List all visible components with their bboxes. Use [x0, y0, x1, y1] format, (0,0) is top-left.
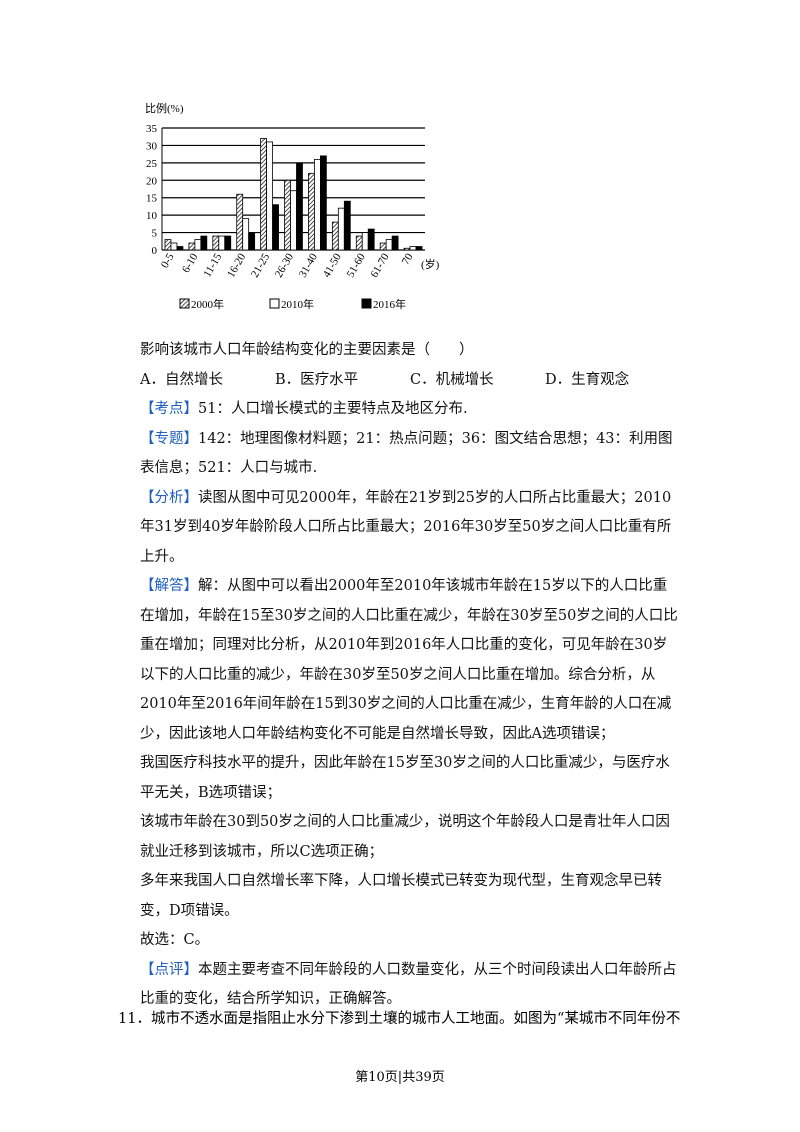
x-tick-label: 0-5: [159, 251, 177, 270]
legend-label: 2000年: [191, 297, 224, 311]
document-body: 影响该城市人口年龄结构变化的主要因素是（ ） A．自然增长 B．医疗水平 C．机械增…: [140, 336, 680, 1015]
section-tag: 【考点】: [140, 401, 198, 417]
bar: [343, 200, 351, 251]
section-tag: 【专题】: [140, 430, 198, 447]
section-text: 142：地理图像材料题；21：热点问题；36：图文结合思想；43：利用图表信息；…: [140, 430, 673, 477]
bar: [337, 207, 345, 251]
bar: [367, 228, 375, 251]
bar: [403, 247, 411, 251]
y-tick-label: 30: [146, 140, 158, 152]
bar: [188, 242, 196, 251]
bar: [314, 158, 321, 251]
x-tick-label: 21-25: [249, 251, 272, 280]
x-tick-label: 70: [400, 251, 416, 267]
options: A．自然增长 B．医疗水平 C．机械增长 D．生育观念: [140, 366, 680, 396]
legend-swatch: [269, 298, 280, 309]
legend-swatch: [361, 298, 372, 309]
section-text: 该城市年龄在30到50岁之间的人口比重减少，说明这个年龄段人口是青壮年人口因就业…: [140, 814, 670, 860]
y-tick-label: 20: [146, 175, 158, 187]
sections: 【考点】51：人口增长模式的主要特点及地区分布. 【专题】142：地理图像材料题；…: [140, 395, 680, 1015]
y-tick-label: 5: [152, 228, 158, 240]
bar: [385, 239, 393, 251]
y-tick-label: 25: [146, 158, 158, 170]
chart: 比例(%) (岁) 0 5 10 15 20 25 30 35 0-5 6-10 11-15 16-2…: [145, 101, 440, 311]
section: 【点评】本题主要考查不同年龄段的人口数量变化，从三个时间段读出人口年龄所占比重的…: [140, 956, 680, 1015]
section-text: 读图从图中可见2000年，年龄在21岁到25岁的人口所占比重最大；2010年31…: [140, 489, 672, 565]
section: 多年来我国人口自然增长率下降，人口增长模式已转变为现代型，生育观念早已转变，D项…: [140, 867, 680, 926]
section-text: 本题主要考查不同年龄段的人口数量变化，从三个时间段读出人口年龄所占比重的变化，结…: [140, 961, 677, 1008]
bar: [218, 235, 226, 251]
question: 影响该城市人口年龄结构变化的主要因素是（ ）: [140, 342, 474, 358]
section: 我国医疗科技水平的提升，因此年龄在15岁至30岁之间的人口比重减少，与医疗水平无…: [140, 749, 680, 808]
section: 【专题】142：地理图像材料题；21：热点问题；36：图文结合思想；43：利用图…: [140, 425, 680, 484]
legend-label: 2016年: [373, 297, 406, 311]
section: 【解答】解：从图中可以看出2000年至2010年该城市年龄在15岁以下的人口比重…: [140, 572, 680, 749]
bar: [415, 246, 423, 251]
bar: [409, 246, 417, 251]
bar: [176, 246, 184, 251]
bar: [170, 242, 178, 251]
section: 【分析】读图从图中可见2000年，年龄在21岁到25岁的人口所占比重最大；201…: [140, 484, 680, 573]
x-tick-label: 51-60: [345, 251, 368, 280]
option: A．自然增长: [140, 371, 223, 388]
bar: [319, 155, 327, 251]
footer: 第10页|共39页: [355, 1070, 445, 1085]
y-tick-label: 35: [146, 123, 158, 135]
x-tick-label: 31-40: [297, 251, 320, 280]
section-tag: 【解答】: [140, 578, 198, 594]
x-tick-label: 41-50: [321, 251, 344, 280]
y-axis-label: 比例(%): [145, 101, 184, 115]
section-text: 多年来我国人口自然增长率下降，人口增长模式已转变为现代型，生育观念早已转变，D项…: [140, 873, 662, 919]
option: C．机械增长: [410, 371, 494, 388]
section: 故选：C。: [140, 926, 680, 956]
section-text: 解：从图中可以看出2000年至2010年该城市年龄在15岁以下的人口比重在增加，…: [140, 578, 678, 742]
x-tick-label: 26-30: [273, 251, 296, 280]
bar: [296, 162, 303, 251]
y-tick-label: 0: [152, 245, 158, 257]
bar: [224, 235, 232, 251]
question-number: 11．: [118, 1011, 151, 1027]
x-axis-label: (岁): [421, 257, 440, 271]
bar: [391, 235, 399, 251]
bar: [308, 172, 315, 251]
bar: [355, 235, 363, 251]
question-text: 城市不透水面是指阻止水分下渗到土壤的城市人工地面。如图为“某城市不同年份不: [150, 1011, 681, 1027]
legend-label: 2010年: [281, 297, 314, 311]
bar: [290, 190, 297, 251]
bar: [379, 242, 387, 251]
x-tick-label: 16-20: [225, 251, 248, 280]
x-tick-label: 6-10: [180, 251, 201, 275]
bar: [194, 239, 202, 251]
bar: [248, 232, 256, 251]
bar: [266, 141, 273, 251]
bar: [361, 232, 369, 251]
bar: [236, 193, 244, 251]
bar: [164, 239, 172, 251]
bar: [284, 179, 291, 251]
y-tick-label: 15: [146, 193, 158, 205]
x-tick-label: 61-70: [369, 251, 392, 280]
next-question: 11．城市不透水面是指阻止水分下渗到土壤的城市人工地面。如图为“某城市不同年份不: [118, 1007, 688, 1028]
section-text: 故选：C。: [140, 932, 210, 948]
bar: [242, 218, 250, 251]
bar: [200, 235, 208, 251]
section-text: 51：人口增长模式的主要特点及地区分布.: [198, 401, 468, 417]
bar: [331, 221, 339, 251]
bar: [260, 138, 268, 251]
y-tick-label: 10: [146, 210, 158, 222]
section-tag: 【分析】: [140, 489, 198, 506]
legend-swatch: [179, 298, 190, 309]
x-tick-label: 11-15: [201, 251, 224, 279]
bar: [272, 204, 279, 251]
section-text: 我国医疗科技水平的提升，因此年龄在15岁至30岁之间的人口比重减少，与医疗水平无…: [140, 755, 670, 801]
option: B．医疗水平: [275, 371, 359, 388]
bar: [212, 235, 220, 251]
option: D．生育观念: [545, 371, 630, 388]
section: 该城市年龄在30到50岁之间的人口比重减少，说明这个年龄段人口是青壮年人口因就业…: [140, 808, 680, 867]
section: 【考点】51：人口增长模式的主要特点及地区分布.: [140, 395, 680, 425]
section-tag: 【点评】: [140, 961, 198, 978]
